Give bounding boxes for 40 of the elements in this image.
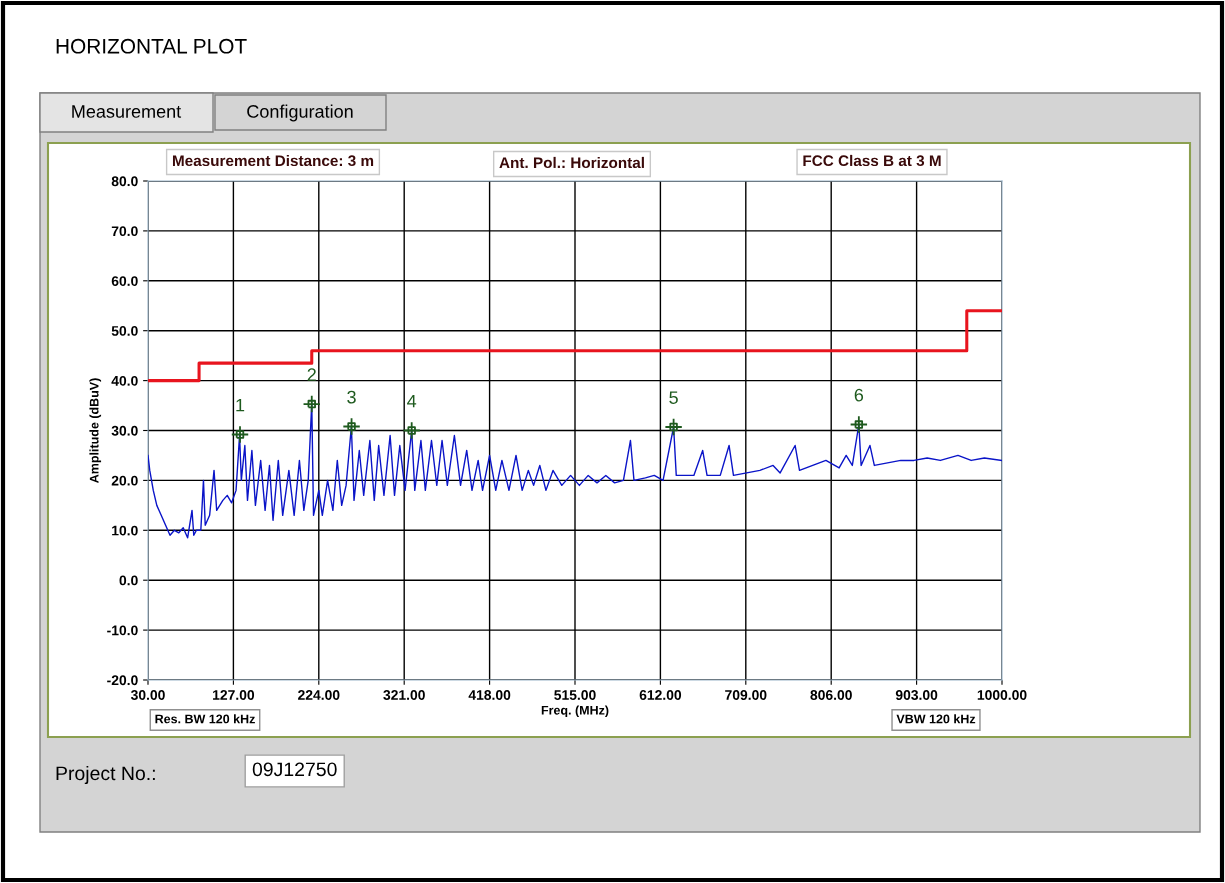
x-tick-label: 127.00 — [213, 690, 255, 700]
x-tick-label: 224.00 — [298, 690, 340, 700]
y-tick-label: -20.0 — [107, 675, 138, 686]
x-tick-label: 903.00 — [895, 690, 938, 700]
text: Project No.: — [56, 765, 155, 785]
text: Measurement Distance: 3 m — [172, 154, 374, 167]
annotation: 5 — [669, 391, 678, 404]
y-tick-label: 30.0 — [111, 425, 138, 436]
annotation: 4 — [407, 394, 417, 408]
y-tick-label: 20.0 — [111, 475, 138, 486]
annotation: 3 — [347, 390, 356, 404]
chart-title: HORIZONTAL PLOT — [56, 38, 247, 54]
text: Res. BW 120 kHz — [155, 714, 255, 724]
x-tick-label: 321.00 — [383, 690, 425, 700]
y-tick-label: 80.0 — [111, 176, 138, 187]
text: 09J12750 — [252, 762, 337, 777]
x-tick-label: 612.00 — [639, 690, 682, 700]
annotation: 2 — [307, 368, 316, 381]
y-tick-label: 40.0 — [111, 375, 138, 386]
x-tick-label: 30.00 — [130, 690, 165, 700]
y-axis-title: Amplitude (dBuV) — [89, 378, 102, 483]
text: Measurement — [72, 105, 182, 118]
x-tick-label: 806.00 — [810, 690, 852, 700]
y-tick-label: 10.0 — [112, 525, 138, 536]
x-tick-label: 1000.00 — [977, 690, 1027, 700]
x-axis-title: Freq. (MHz) — [541, 705, 609, 718]
x-tick-label: 515.00 — [554, 690, 596, 700]
text: FCC Class B at 3 M — [803, 154, 941, 167]
text: Configuration — [247, 104, 353, 122]
annotation: 6 — [854, 388, 864, 402]
y-tick-label: 70.0 — [111, 226, 138, 237]
y-tick-label: -10.0 — [107, 625, 138, 636]
y-tick-label: 0.0 — [119, 575, 138, 586]
x-tick-label: 709.00 — [725, 690, 767, 700]
y-tick-label: 50.0 — [111, 326, 138, 336]
x-tick-label: 418.00 — [468, 690, 511, 700]
text: VBW 120 kHz — [896, 714, 976, 724]
y-tick-label: 60.0 — [111, 276, 138, 286]
annotation: 1 — [236, 398, 245, 412]
text: Ant. Pol.: Horizontal — [499, 156, 644, 169]
